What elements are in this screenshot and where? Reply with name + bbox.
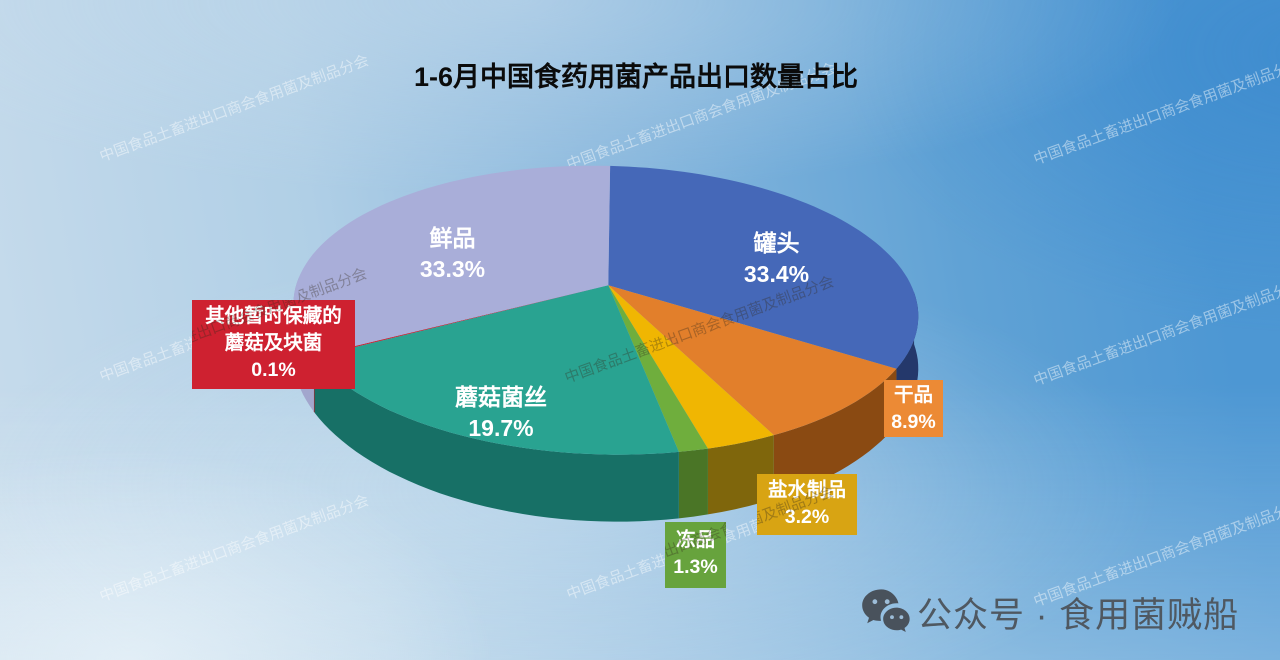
svg-text:中国食品土畜进出口商会食用菌及制品分会: 中国食品土畜进出口商会食用菌及制品分会 [563, 273, 837, 386]
svg-text:中国食品土畜进出口商会食用菌及制品分会: 中国食品土畜进出口商会食用菌及制品分会 [563, 483, 837, 596]
svg-text:中国食品土畜进出口商会食用菌及制品分会: 中国食品土畜进出口商会食用菌及制品分会 [96, 265, 370, 378]
